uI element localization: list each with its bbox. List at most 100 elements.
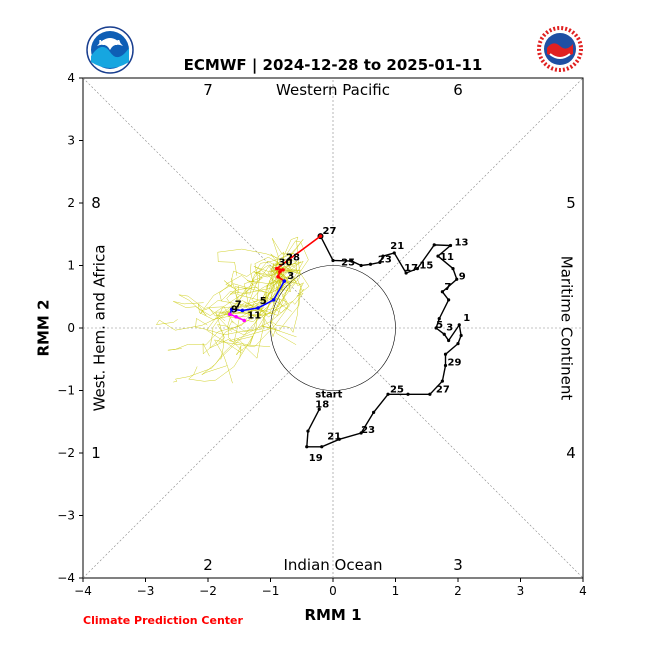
ensemble-mean-day-label: 5 (260, 296, 267, 307)
observed-day-label: 25 (341, 258, 355, 269)
observed-point (306, 429, 310, 433)
y-tick-label: 3 (67, 134, 75, 148)
ensemble-member-line (213, 271, 297, 384)
ensemble-mean-point (256, 306, 260, 310)
ensemble-mean-point (281, 268, 285, 272)
ensemble-member-line (229, 271, 273, 359)
observed-day-label: 23 (378, 254, 392, 265)
region-label-top: Western Pacific (276, 81, 390, 99)
ensemble-mean-point (240, 308, 245, 313)
observed-point (442, 332, 446, 336)
observed-day-label: 19 (309, 453, 323, 464)
observed-point (368, 262, 373, 266)
y-tick-label: −4 (57, 571, 75, 585)
region-label-right: Maritime Continent (558, 256, 576, 401)
phase-label-6: 6 (453, 81, 463, 99)
observed-point (359, 431, 363, 435)
observed-day-label: 13 (455, 238, 469, 249)
observed-day-label: 21 (390, 241, 404, 252)
observed-point (337, 437, 341, 441)
observed-day-label: 15 (419, 261, 433, 272)
phase-label-4: 4 (566, 444, 576, 462)
ensemble-member-line (234, 270, 280, 319)
ensemble-mean-day-label: 30 (279, 257, 293, 268)
x-tick-label: −2 (199, 584, 217, 598)
noaa-logo: NOAA (86, 26, 134, 74)
ensemble-member-line (217, 248, 298, 276)
observed-day-label: 21 (327, 431, 341, 442)
x-axis-label: RMM 1 (304, 606, 361, 624)
phase-label-7: 7 (203, 81, 213, 99)
ensemble-member-line (247, 236, 300, 285)
phase-label-8: 8 (91, 194, 101, 212)
nws-logo (535, 24, 585, 74)
y-tick-label: −3 (57, 509, 75, 523)
y-axis-label: RMM 2 (35, 299, 53, 356)
observed-point (320, 445, 324, 449)
observed-point (386, 392, 390, 396)
observed-day-label: 3 (446, 322, 453, 333)
observed-day-label: 5 (436, 320, 443, 331)
observed-day-label: 17 (404, 263, 418, 274)
ensemble-member-line (270, 270, 305, 345)
x-tick-label: 2 (454, 584, 462, 598)
observed-point (451, 267, 455, 271)
observed-point (359, 263, 363, 268)
observed-point (432, 243, 436, 247)
ensemble-member-line (233, 270, 292, 346)
ensemble-mean-day-label: 11 (247, 311, 261, 322)
region-label-left: West. Hem. and Africa (91, 245, 109, 412)
ensemble-member-line (216, 268, 291, 360)
ensemble-mean-point (278, 269, 282, 274)
observed-point (448, 243, 453, 248)
observed-point (437, 317, 441, 321)
observed-day-label: 29 (448, 358, 462, 369)
y-tick-label: 1 (67, 259, 75, 273)
ensemble-mean-point (228, 312, 232, 317)
ensemble-member-line (173, 260, 283, 316)
observed-day-label: 18 (315, 399, 329, 410)
x-tick-label: 4 (579, 584, 587, 598)
ensemble-mean-point (276, 274, 280, 279)
credit-text: Climate Prediction Center (83, 614, 243, 627)
observed-point (443, 363, 448, 368)
observed-day-label: 27 (436, 384, 450, 395)
ensemble-member-line (195, 263, 275, 336)
observed-point (392, 251, 396, 255)
ensemble-member-line (231, 238, 295, 287)
y-tick-label: 2 (67, 196, 75, 210)
ensemble-member-line (219, 265, 281, 302)
observed-day-label: 11 (440, 252, 454, 263)
observed-point (434, 326, 438, 330)
ensemble-mean-point (282, 279, 287, 283)
ensemble-members (155, 236, 310, 384)
observed-point (372, 410, 376, 414)
region-label-bottom: Indian Ocean (283, 556, 382, 574)
ensemble-member-line (226, 266, 281, 308)
x-tick-label: −3 (137, 584, 155, 598)
phase-label-3: 3 (453, 556, 463, 574)
y-tick-label: 4 (67, 71, 75, 85)
y-tick-label: 0 (67, 321, 75, 335)
observed-point (436, 254, 440, 258)
observed-line (306, 235, 462, 448)
observed-point (447, 338, 451, 343)
noaa-logo-text: NOAA (99, 39, 122, 47)
ensemble-mean-point (274, 266, 279, 271)
observed-point (457, 323, 461, 327)
observed-point (350, 259, 354, 263)
ensemble-mean-point (318, 234, 323, 238)
phase-guides (82, 77, 584, 579)
x-tick-label: −1 (262, 584, 280, 598)
x-tick-label: 0 (329, 584, 337, 598)
observed-point (428, 392, 432, 396)
observed-point (447, 298, 451, 302)
observed-point (406, 392, 410, 396)
ensemble-member-line (178, 256, 279, 316)
observed-point (331, 258, 335, 263)
observed-day-label: start (315, 389, 342, 400)
